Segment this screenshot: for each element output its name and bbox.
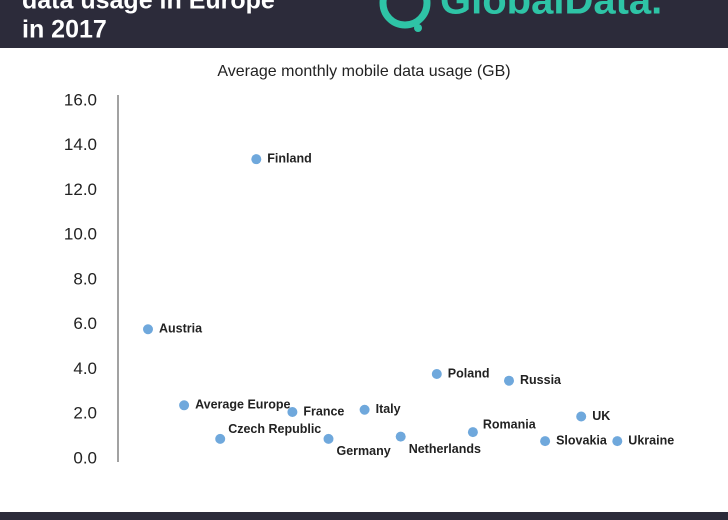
logo: GlobalData. xyxy=(440,0,662,23)
chart-subtitle: Average monthly mobile data usage (GB) xyxy=(217,63,510,80)
point-label: Italy xyxy=(376,402,401,416)
data-point xyxy=(251,154,262,165)
y-tick-label: 16.0 xyxy=(64,90,97,109)
point-label: Poland xyxy=(448,366,490,380)
header-band xyxy=(0,0,728,48)
y-tick-label: 14.0 xyxy=(64,135,97,154)
point-label: Netherlands xyxy=(409,442,481,456)
data-point xyxy=(395,431,406,442)
data-point xyxy=(431,368,442,379)
footer-band xyxy=(0,512,728,520)
y-tick-label: 6.0 xyxy=(73,314,97,333)
title-line: data usage in Europe xyxy=(22,0,275,15)
logo-icon xyxy=(379,0,431,29)
point-label: Romania xyxy=(483,417,537,431)
y-tick-label: 2.0 xyxy=(73,404,97,423)
data-point xyxy=(143,324,153,335)
point-label: Ukraine xyxy=(628,433,674,447)
point-label: Germany xyxy=(337,444,391,458)
point-label: Finland xyxy=(267,151,311,165)
point-label: France xyxy=(303,404,344,418)
data-point xyxy=(576,411,587,422)
point-label: Austria xyxy=(159,322,203,336)
data-point xyxy=(179,400,190,411)
point-label: UK xyxy=(592,409,610,423)
data-point xyxy=(612,436,623,447)
data-point xyxy=(323,433,334,444)
point-label: Slovakia xyxy=(556,433,608,447)
point-label: Czech Republic xyxy=(228,422,321,436)
y-tick-label: 0.0 xyxy=(73,448,97,467)
data-point xyxy=(467,427,478,438)
point-label: Russia xyxy=(520,373,562,387)
y-tick-label: 4.0 xyxy=(73,359,97,378)
data-point xyxy=(287,407,298,418)
point-label: Average Europe xyxy=(195,398,290,412)
data-point xyxy=(540,436,551,447)
title-line: in 2017 xyxy=(22,16,107,44)
data-point xyxy=(215,433,226,444)
y-tick-label: 12.0 xyxy=(64,180,97,199)
data-point xyxy=(359,404,370,415)
y-tick-label: 8.0 xyxy=(73,269,97,288)
y-tick-label: 10.0 xyxy=(64,225,97,244)
logo-icon-dot xyxy=(414,24,422,32)
data-point xyxy=(504,375,514,386)
